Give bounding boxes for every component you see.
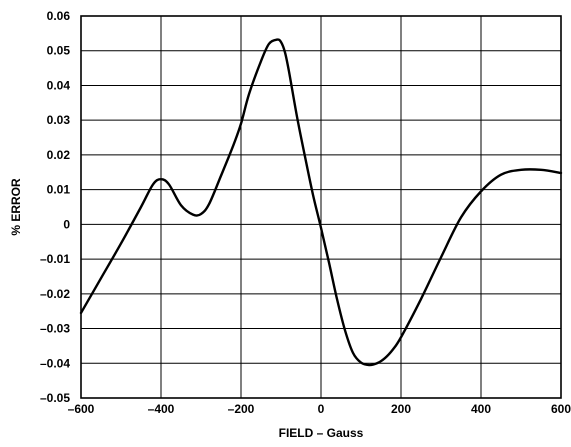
x-tick-label: 400 — [471, 402, 491, 416]
x-tick-label: –400 — [148, 402, 175, 416]
y-tick-label: 0.02 — [47, 148, 71, 162]
plot-frame — [80, 15, 562, 399]
x-tick-label: 0 — [318, 402, 325, 416]
y-tick-label: –0.05 — [40, 391, 70, 405]
y-tick-labels: 0.06 0.05 0.04 0.03 0.02 0.01 0 –0.01 –0.02 –0.03… — [40, 9, 70, 405]
grid — [80, 15, 562, 399]
y-tick-label: 0.06 — [47, 9, 71, 23]
y-tick-label: 0.04 — [47, 78, 71, 92]
error-curve-line — [79, 38, 563, 367]
y-tick-label: 0.03 — [47, 113, 71, 127]
y-tick-label: 0.01 — [47, 183, 71, 197]
series-group — [79, 38, 563, 367]
x-axis-title: FIELD – Gauss — [279, 426, 364, 440]
y-tick-label: –0.01 — [40, 252, 70, 266]
x-tick-labels: –600 –400 –200 0 200 400 600 — [68, 402, 571, 416]
x-tick-label: 600 — [551, 402, 571, 416]
x-tick-label: 200 — [391, 402, 411, 416]
y-tick-label: –0.02 — [40, 287, 70, 301]
x-tick-label: –200 — [228, 402, 255, 416]
y-tick-label: –0.03 — [40, 322, 70, 336]
y-tick-label: –0.04 — [40, 356, 70, 370]
y-tick-label: 0.05 — [47, 44, 71, 58]
y-tick-label: 0 — [63, 217, 70, 231]
y-axis-title: % ERROR — [9, 178, 23, 236]
x-tick-label: –600 — [68, 402, 95, 416]
